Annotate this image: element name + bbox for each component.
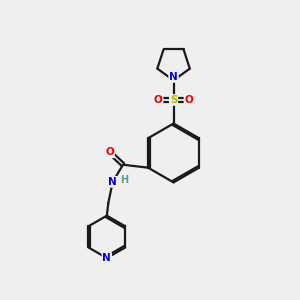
Text: O: O: [154, 95, 163, 105]
Text: N: N: [169, 72, 178, 82]
Text: O: O: [184, 95, 193, 105]
Text: O: O: [105, 147, 114, 158]
Text: N: N: [108, 177, 117, 187]
Text: H: H: [120, 175, 129, 185]
Text: S: S: [170, 95, 177, 105]
Text: N: N: [103, 253, 111, 263]
